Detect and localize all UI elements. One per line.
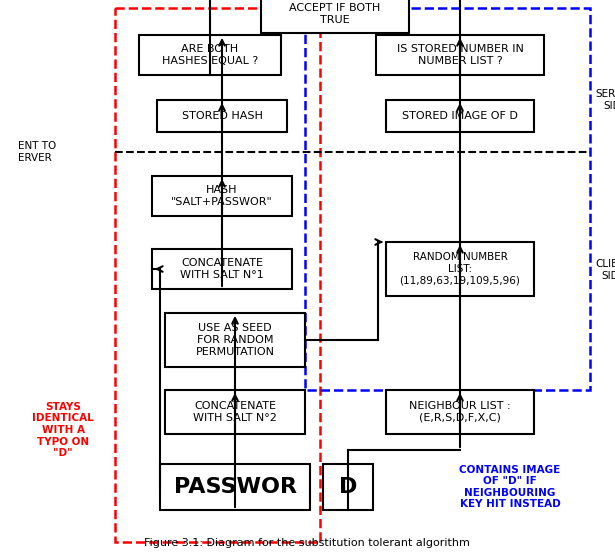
FancyBboxPatch shape xyxy=(386,100,534,132)
FancyBboxPatch shape xyxy=(261,0,409,33)
Text: D: D xyxy=(339,477,357,497)
Text: IS STORED NUMBER IN
NUMBER LIST ?: IS STORED NUMBER IN NUMBER LIST ? xyxy=(397,44,523,66)
FancyBboxPatch shape xyxy=(139,35,281,75)
FancyBboxPatch shape xyxy=(323,464,373,510)
Text: SERVER
SIDE: SERVER SIDE xyxy=(595,89,615,111)
FancyBboxPatch shape xyxy=(386,242,534,296)
Text: RANDOM NUMBER
LIST:
(11,89,63,19,109,5,96): RANDOM NUMBER LIST: (11,89,63,19,109,5,9… xyxy=(400,253,520,286)
Text: ENT TO
ERVER: ENT TO ERVER xyxy=(18,141,56,163)
FancyBboxPatch shape xyxy=(152,176,292,216)
FancyBboxPatch shape xyxy=(376,35,544,75)
FancyBboxPatch shape xyxy=(386,390,534,434)
FancyBboxPatch shape xyxy=(165,313,305,367)
Text: STORED IMAGE OF D: STORED IMAGE OF D xyxy=(402,111,518,121)
FancyBboxPatch shape xyxy=(165,390,305,434)
Text: CLIENT
SIDE: CLIENT SIDE xyxy=(595,259,615,281)
Text: NEIGHBOUR LIST :
(E,R,S,D,F,X,C): NEIGHBOUR LIST : (E,R,S,D,F,X,C) xyxy=(409,401,511,423)
Text: CONCATENATE
WITH SALT N°1: CONCATENATE WITH SALT N°1 xyxy=(180,258,264,280)
Text: CONTAINS IMAGE
OF "D" IF
NEIGHBOURING
KEY HIT INSTEAD: CONTAINS IMAGE OF "D" IF NEIGHBOURING KE… xyxy=(459,465,561,509)
Text: HASH
"SALT+PASSWOR": HASH "SALT+PASSWOR" xyxy=(171,185,273,207)
FancyBboxPatch shape xyxy=(157,100,287,132)
Text: CONCATENATE
WITH SALT N°2: CONCATENATE WITH SALT N°2 xyxy=(193,401,277,423)
FancyBboxPatch shape xyxy=(160,464,310,510)
Text: PASSWOR: PASSWOR xyxy=(173,477,296,497)
Text: ARE BOTH
HASHES EQUAL ?: ARE BOTH HASHES EQUAL ? xyxy=(162,44,258,66)
FancyBboxPatch shape xyxy=(152,249,292,289)
Text: ACCEPT IF BOTH
TRUE: ACCEPT IF BOTH TRUE xyxy=(290,3,381,25)
Text: Figure 3.1: Diagram for the substitution tolerant algorithm: Figure 3.1: Diagram for the substitution… xyxy=(144,538,470,548)
Text: STAYS
IDENTICAL
WITH A
TYPO ON
"D": STAYS IDENTICAL WITH A TYPO ON "D" xyxy=(32,402,94,458)
Text: STORED HASH: STORED HASH xyxy=(181,111,263,121)
Text: USE AS SEED
FOR RANDOM
PERMUTATION: USE AS SEED FOR RANDOM PERMUTATION xyxy=(196,324,274,357)
